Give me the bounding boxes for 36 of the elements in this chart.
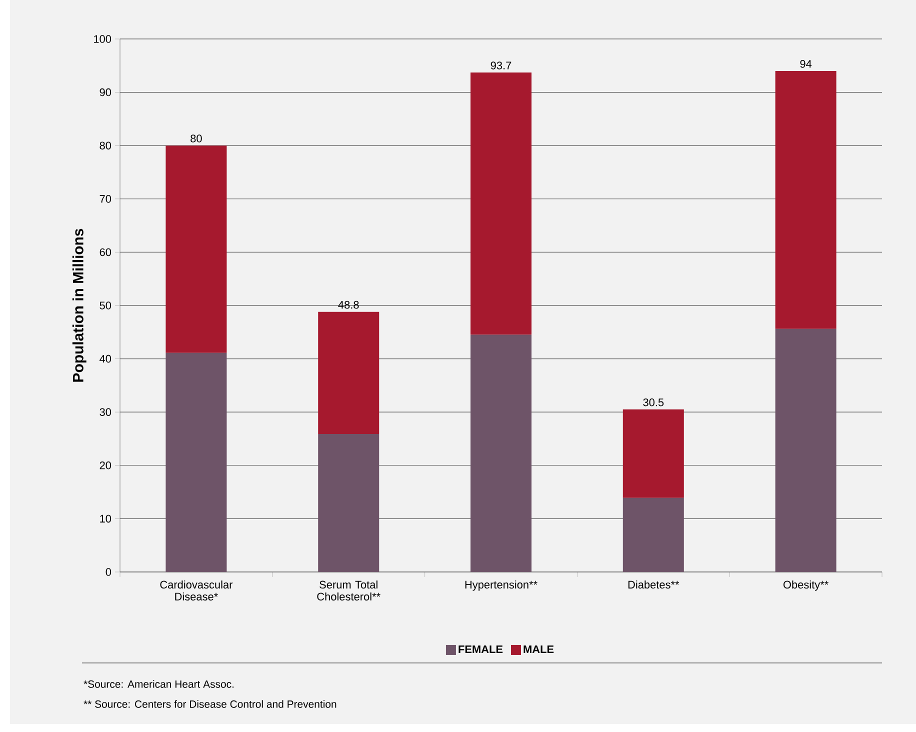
bar [470,334,532,572]
text: ** Source: Centers for Disease Control and Prevention [84,700,336,708]
x-tick-label: Cardiovascular Disease* [160,580,233,601]
y-axis-title: Population in Millions [72,228,86,382]
y-tick-label: 50 [100,302,112,310]
y-tick-label: 70 [100,195,112,203]
bar [622,409,684,498]
y-tick-label: 100 [94,35,112,43]
text: *Source: American Heart Assoc. [84,680,234,688]
total-label: 94 [800,60,812,68]
y-tick-label: 30 [100,408,112,416]
y-tick-label: 60 [100,248,112,256]
y-tick-label: 10 [100,514,112,523]
x-tick-label: Obesity** [783,580,828,591]
bar [166,146,227,353]
bar [775,70,836,329]
legend-label: FEMALE [458,645,503,653]
total-label: 80 [190,134,202,142]
total-label: 48.8 [338,300,359,309]
total-label: 30.5 [643,398,664,406]
y-tick-label: 80 [100,142,112,150]
x-tick-label: Diabetes** [628,580,680,589]
bar [318,434,380,572]
x-tick-label: Serum Total Cholesterol** [317,580,380,601]
y-tick-label: 20 [100,462,112,470]
bar [318,312,380,434]
y-tick-label: 40 [100,354,112,363]
y-tick-label: 0 [106,568,112,576]
x-tick-label: Hypertension** [465,580,538,591]
bar [775,328,836,572]
bar [166,352,227,572]
total-label: 93.7 [490,62,512,70]
bar [622,498,684,572]
legend-label: MALE [524,645,554,653]
bar [470,72,532,335]
y-tick-label: 90 [100,88,112,96]
